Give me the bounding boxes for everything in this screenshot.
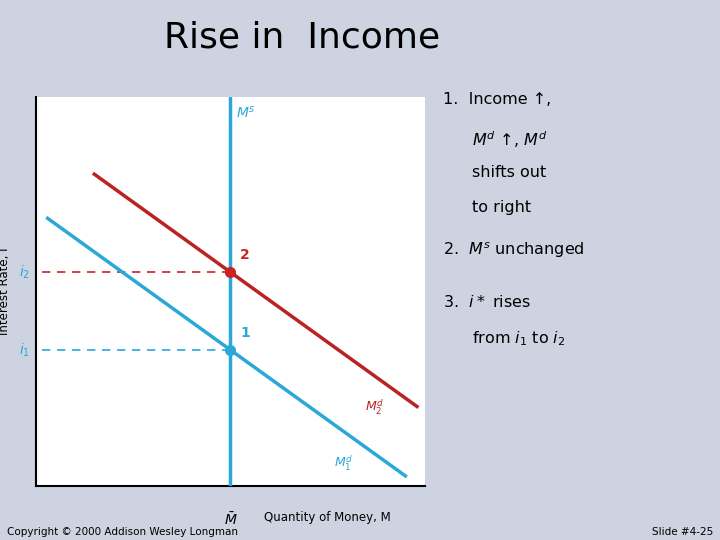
Text: $M_2^d$: $M_2^d$ bbox=[364, 398, 384, 417]
Text: $i_1$: $i_1$ bbox=[19, 341, 30, 359]
Text: $\bar{M}$: $\bar{M}$ bbox=[224, 511, 237, 528]
Text: to right: to right bbox=[472, 200, 531, 215]
Text: Rise in  Income: Rise in Income bbox=[164, 21, 441, 55]
Text: Slide #4-25: Slide #4-25 bbox=[652, 527, 713, 537]
Text: $M^s$: $M^s$ bbox=[236, 105, 256, 121]
Text: shifts out: shifts out bbox=[472, 165, 546, 180]
Text: $M^d$ ↑, $M^d$: $M^d$ ↑, $M^d$ bbox=[472, 130, 547, 150]
Text: $i_2$: $i_2$ bbox=[19, 264, 30, 281]
Text: Quantity of Money, M: Quantity of Money, M bbox=[264, 511, 391, 524]
Text: 3.  $i*$ rises: 3. $i*$ rises bbox=[443, 294, 531, 310]
Text: 1: 1 bbox=[240, 326, 250, 340]
Text: from $i_1$ to $i_2$: from $i_1$ to $i_2$ bbox=[472, 329, 565, 348]
Text: Interest Rate, i: Interest Rate, i bbox=[0, 248, 12, 335]
Text: $M_1^d$: $M_1^d$ bbox=[333, 454, 353, 472]
Text: Copyright © 2000 Addison Wesley Longman: Copyright © 2000 Addison Wesley Longman bbox=[7, 527, 238, 537]
Text: 2: 2 bbox=[240, 248, 250, 262]
Text: 1.  Income ↑,: 1. Income ↑, bbox=[443, 92, 551, 107]
Text: 2.  $M^s$ unchanged: 2. $M^s$ unchanged bbox=[443, 240, 585, 260]
